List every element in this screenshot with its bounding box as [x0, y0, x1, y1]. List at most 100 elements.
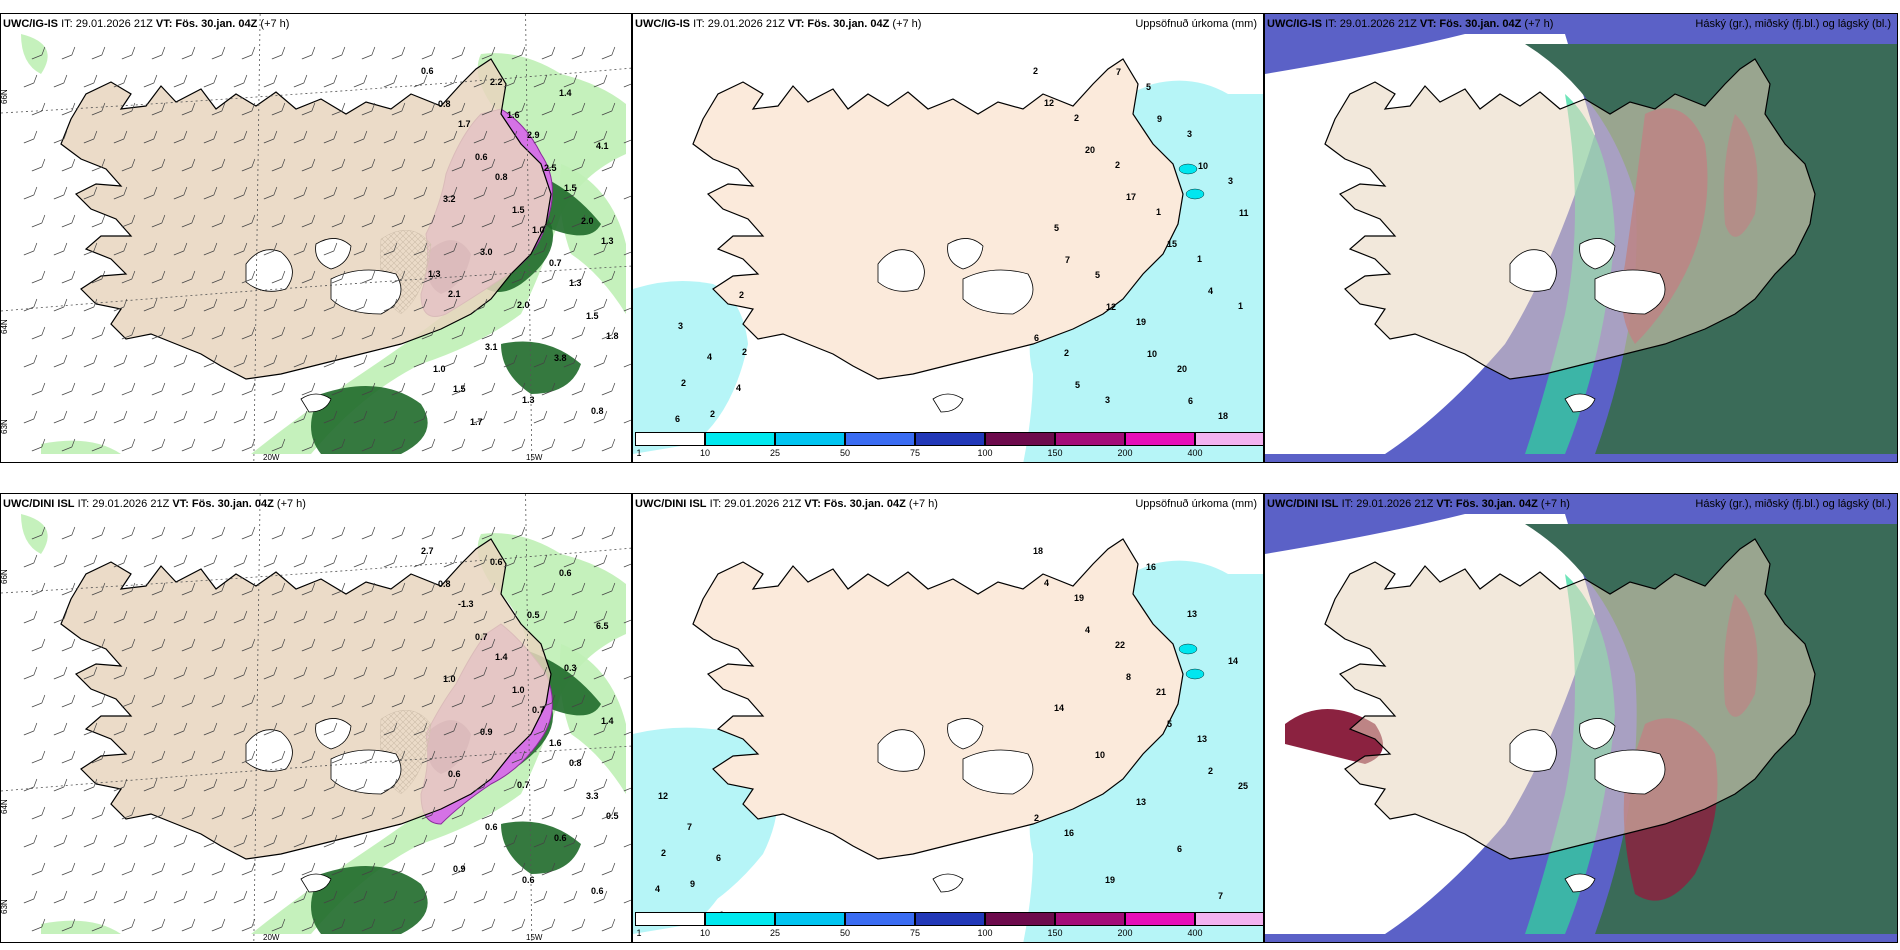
colorbar-swatch: [985, 432, 1055, 446]
axis-label: 63N: [1, 419, 9, 434]
iceland-landmass: [1324, 58, 1816, 413]
value-label: 0.3: [564, 663, 577, 673]
colorbar-swatch: [845, 432, 915, 446]
value-label: 1.8: [606, 331, 619, 341]
value-label: 9: [690, 879, 695, 889]
axis-label: 20W: [263, 453, 280, 462]
value-label: 0.9: [480, 727, 493, 737]
axis-label: 66N: [1, 569, 9, 584]
colorbar-tick: 25: [769, 448, 781, 458]
colorbar-tick: 200: [1117, 448, 1133, 458]
value-label: 0.8: [569, 758, 582, 768]
colorbar-swatch: [775, 432, 845, 446]
colorbar-swatch: [1125, 432, 1195, 446]
value-label: 2.7: [421, 546, 434, 556]
colorbar-tick: 10: [699, 928, 711, 938]
panel-title: UWC/DINI ISL IT: 29.01.2026 21Z VT: Fös.…: [635, 498, 938, 510]
value-label: 2: [1208, 766, 1213, 776]
value-label: 0.6: [475, 152, 488, 162]
value-label: 0.9: [453, 864, 466, 874]
cloud-title: Háský (gr.), miðský (fj.bl.) og lágský (…: [1695, 18, 1891, 30]
colorbar-swatch: [705, 912, 775, 926]
colorbar-tick: 10: [699, 448, 711, 458]
colorbar-swatch: [915, 432, 985, 446]
axis-label: 64N: [1, 319, 9, 334]
value-label: 17: [1126, 192, 1136, 202]
value-label: 4: [655, 884, 660, 894]
value-label: 1.0: [443, 674, 456, 684]
value-label: 2: [710, 409, 715, 419]
value-label: 18: [1218, 411, 1228, 421]
panel-title: UWC/IG-IS IT: 29.01.2026 21Z VT: Fös. 30…: [1267, 18, 1554, 30]
value-label: 5: [1167, 719, 1172, 729]
value-label: 0.8: [438, 99, 451, 109]
iceland-landmass: [692, 58, 1184, 413]
value-label: 0.6: [421, 66, 434, 76]
value-label: 2: [1034, 813, 1039, 823]
value-label: 10: [1147, 349, 1157, 359]
value-label: 6: [1177, 844, 1182, 854]
axis-label: 66N: [1, 89, 9, 104]
value-label: 7: [1116, 67, 1121, 77]
value-label: 3.3: [586, 791, 599, 801]
value-label: 4: [707, 352, 712, 362]
value-label: 1.4: [559, 88, 572, 98]
value-label: 19: [1136, 317, 1146, 327]
value-label: 7: [687, 822, 692, 832]
value-label: 22: [1115, 640, 1125, 650]
map-top-mid: 2221112353355192018122017154657910117121…: [633, 58, 1263, 462]
value-label: 5: [1095, 270, 1100, 280]
value-label: 2.0: [581, 216, 594, 226]
value-label: 1.6: [507, 110, 520, 120]
value-label: 1.5: [512, 205, 525, 215]
colorbar-tick: 75: [909, 448, 921, 458]
value-label: 4: [1085, 625, 1090, 635]
value-label: 0.5: [527, 610, 540, 620]
value-label: 20: [1177, 364, 1187, 374]
panel-bottom-left-wind-precip: UWC/DINI ISL IT: 29.01.2026 21Z VT: Fös.…: [0, 493, 632, 943]
colorbar-tick: 150: [1047, 448, 1063, 458]
value-label: 11: [1239, 208, 1249, 218]
colorbar-tick: 100: [977, 928, 993, 938]
colorbar-tick: 75: [909, 928, 921, 938]
panel-title: UWC/DINI ISL IT: 29.01.2026 21Z VT: Fös.…: [3, 498, 306, 510]
value-label: 12: [658, 791, 668, 801]
value-label: 1.0: [532, 225, 545, 235]
colorbar-swatch: [985, 912, 1055, 926]
value-label: 4: [1208, 286, 1213, 296]
lat-lon-grid: [1, 494, 631, 942]
colorbar-swatch: [775, 912, 845, 926]
value-label: 0.6: [559, 568, 572, 578]
iceland-landmass: [60, 538, 552, 893]
value-label: 1.6: [549, 738, 562, 748]
value-label: 25: [1238, 781, 1248, 791]
colorbar-tick: 1: [636, 928, 642, 938]
value-label: 2: [1033, 66, 1038, 76]
precip-title: Uppsöfnuð úrkoma (mm): [1135, 18, 1257, 30]
colorbar-tick: 400: [1187, 448, 1203, 458]
value-label: 1.7: [470, 417, 483, 427]
value-label: 2: [1115, 160, 1120, 170]
value-label: 1.4: [495, 652, 508, 662]
colorbar: 1 10 25 50 75 100 150 200 400: [635, 912, 1263, 940]
map-top-left: 66N 63N 64N 20W 15W 0.6 1.7 0.8 1.0 1.3 1.8 1.5 2.2 2…: [1, 14, 631, 462]
value-label: 0.7: [517, 780, 530, 790]
value-label: 1: [1197, 254, 1202, 264]
value-label: 4.1: [596, 141, 609, 151]
value-label: 1.5: [586, 311, 599, 321]
value-label: 3.2: [443, 194, 456, 204]
value-label: 14: [1054, 703, 1064, 713]
colorbar-tick: 400: [1187, 928, 1203, 938]
value-label: 1.0: [433, 364, 446, 374]
wind-barbs: [23, 46, 631, 452]
value-label: 9: [1157, 114, 1162, 124]
colorbar-swatch: [1055, 432, 1125, 446]
axis-label: 15W: [526, 453, 543, 462]
value-label: 2: [739, 290, 744, 300]
value-label: 1: [1156, 207, 1161, 217]
colorbar-tick: 50: [839, 448, 851, 458]
value-label: 7: [1065, 255, 1070, 265]
value-label: 16: [1064, 828, 1074, 838]
colorbar: 1 10 25 50 75 100 150 200 400: [635, 432, 1263, 460]
value-label: 4: [1044, 578, 1049, 588]
